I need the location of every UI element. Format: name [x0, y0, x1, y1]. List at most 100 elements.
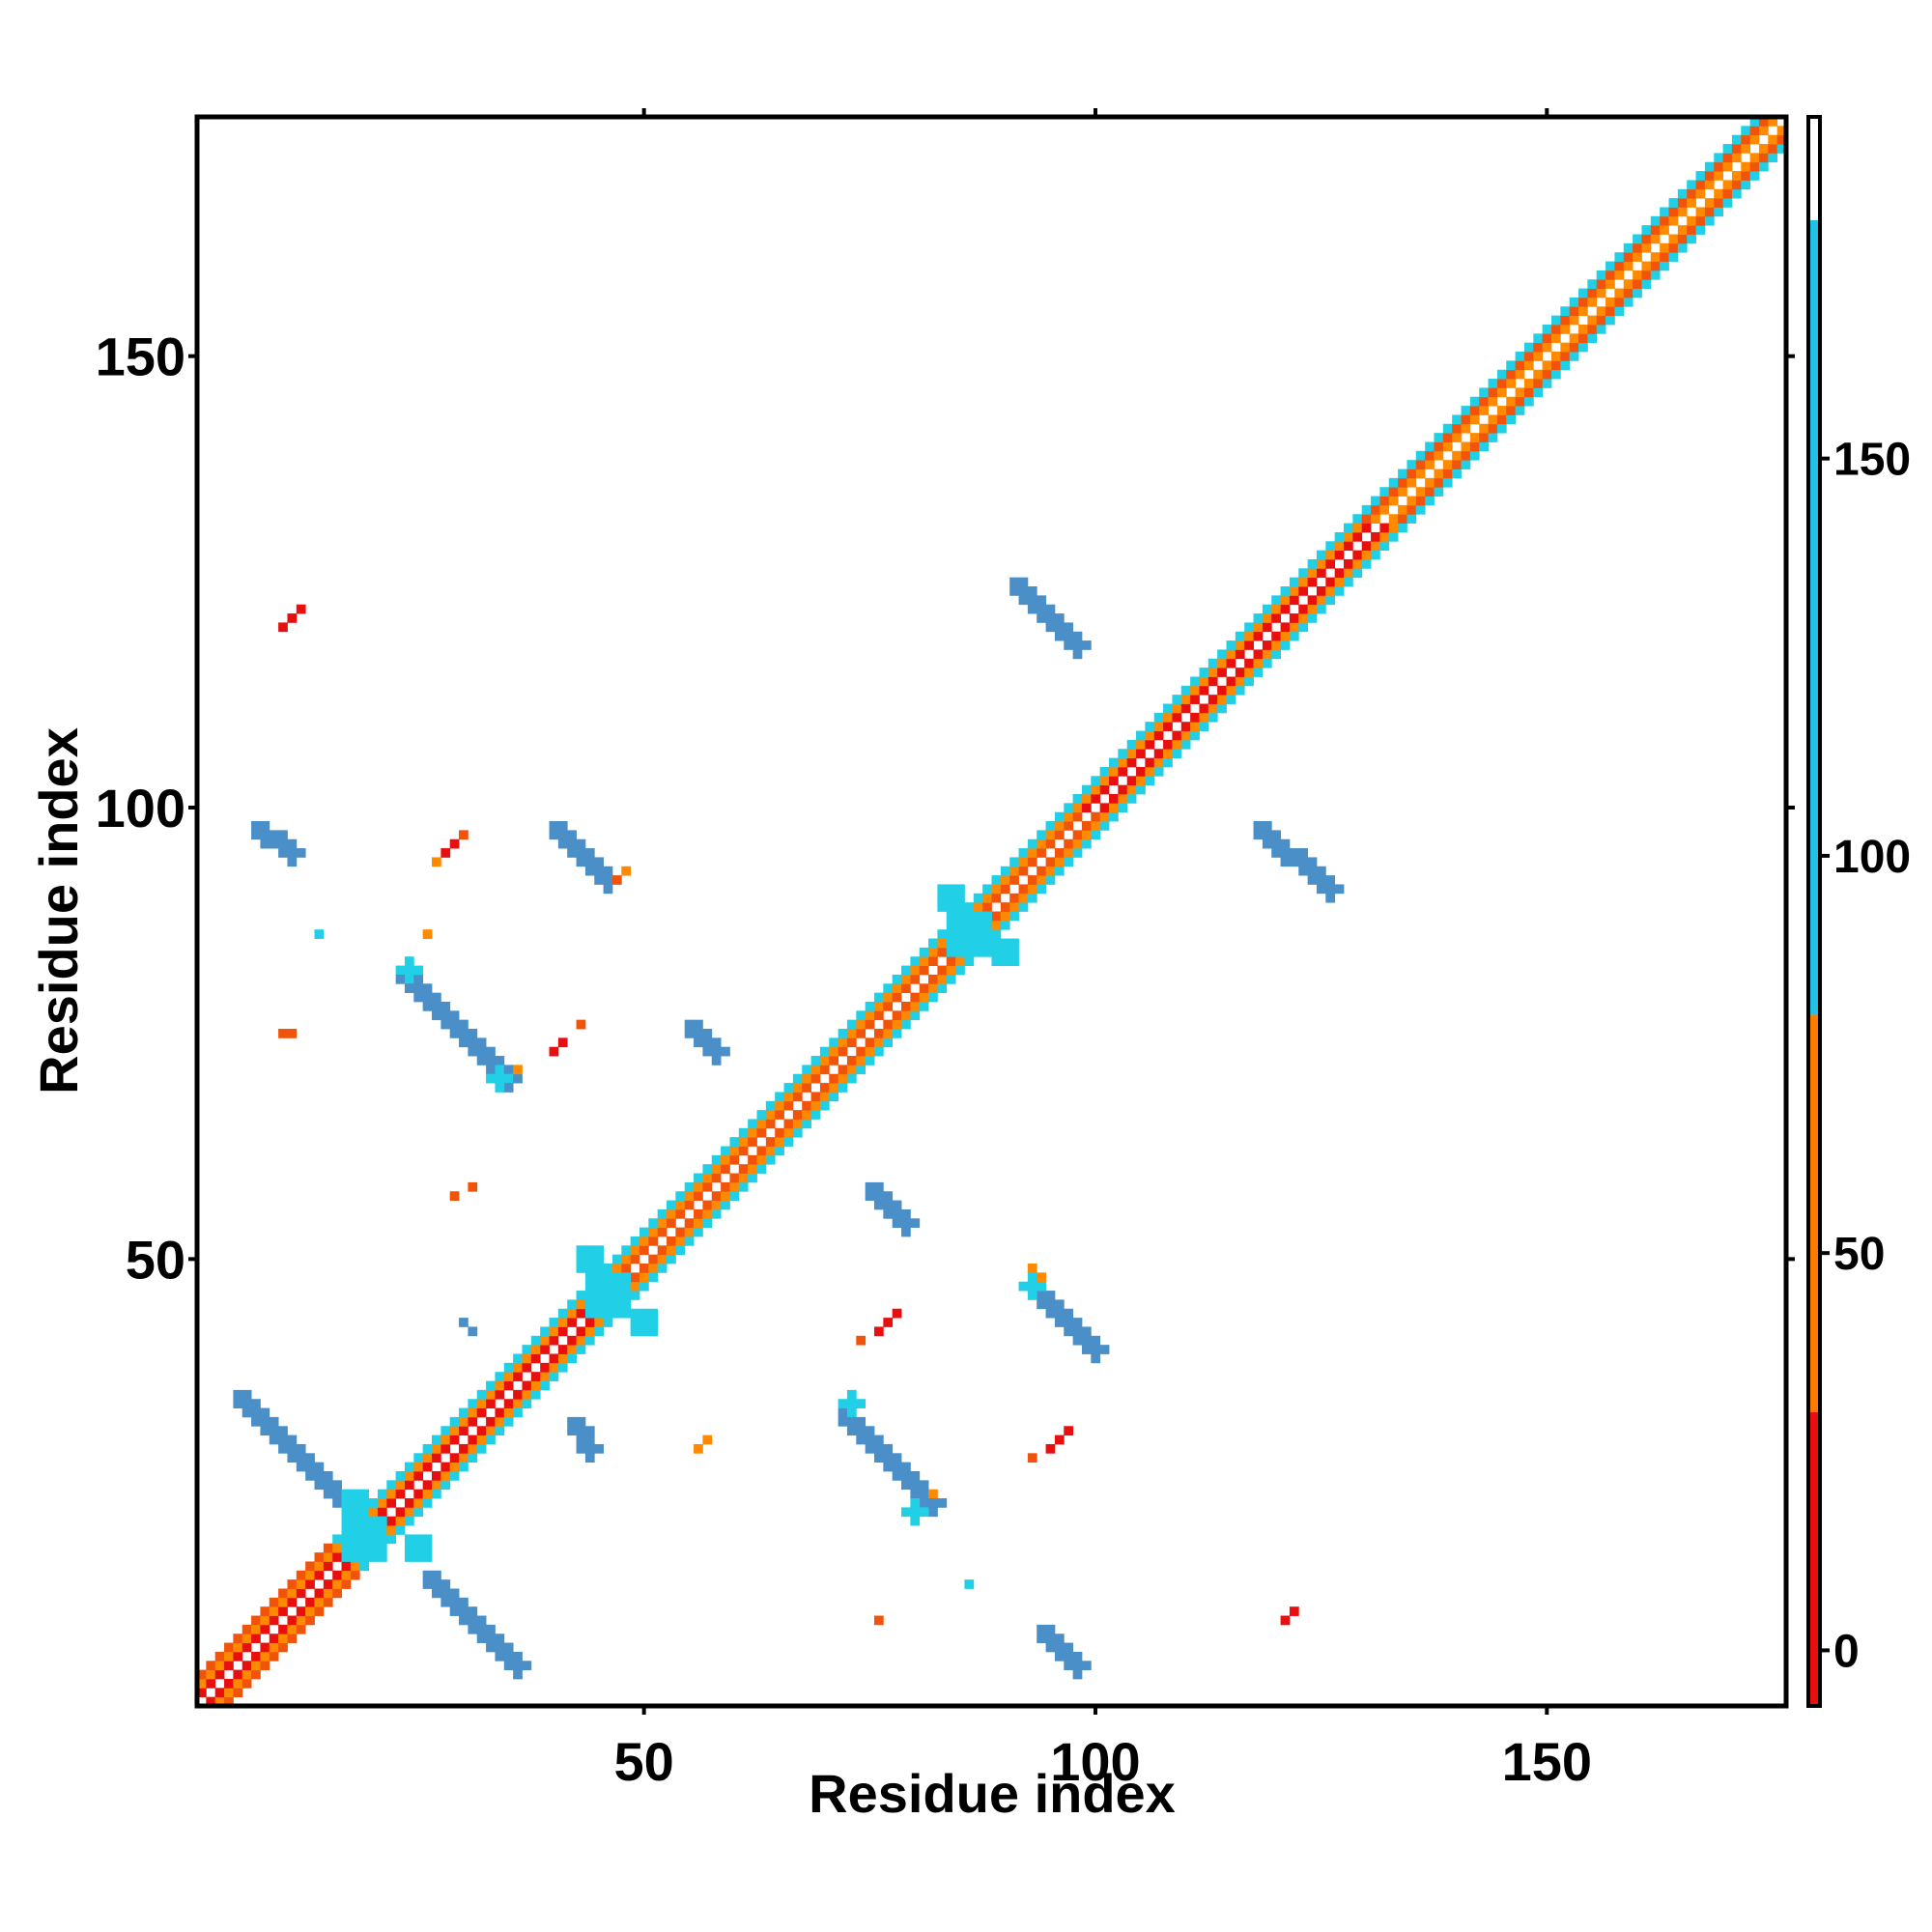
heatmap-cell: [486, 1642, 496, 1653]
heatmap-cell: [1009, 586, 1019, 596]
heatmap-cell: [486, 1056, 496, 1065]
heatmap-cell: [341, 1507, 352, 1518]
heatmap-cell: [1208, 703, 1218, 714]
heatmap-cell: [459, 830, 469, 840]
heatmap-cell: [468, 1037, 478, 1048]
heatmap-cell: [630, 1326, 640, 1337]
heatmap-cell: [756, 1164, 767, 1174]
heatmap-cell: [873, 1037, 884, 1048]
heatmap-cell: [513, 1372, 523, 1381]
heatmap-cell: [639, 1272, 649, 1283]
heatmap-cell: [1289, 613, 1299, 623]
heatmap-cell: [1199, 668, 1209, 677]
heatmap-cell: [1180, 685, 1191, 696]
colorbar-tick-label: 150: [1833, 435, 1911, 486]
heatmap-cell: [1650, 215, 1661, 226]
heatmap-cell: [1650, 234, 1661, 244]
heatmap-cell: [1099, 784, 1110, 795]
heatmap-cell: [702, 1164, 713, 1174]
heatmap-cell: [721, 1154, 730, 1165]
heatmap-cell: [901, 1001, 911, 1011]
heatmap-cell: [1488, 396, 1498, 407]
heatmap-cell: [621, 1264, 632, 1273]
heatmap-cell: [955, 965, 965, 976]
heatmap-cell: [269, 1615, 279, 1626]
heatmap-cell: [1479, 433, 1489, 442]
heatmap-cell: [549, 1318, 559, 1327]
heatmap-cell: [1731, 134, 1742, 145]
heatmap-cell: [937, 947, 948, 957]
heatmap-cell: [711, 1154, 722, 1165]
heatmap-cell: [1461, 414, 1471, 425]
heatmap-cell: [422, 1489, 433, 1499]
heatmap-cell: [1253, 631, 1264, 641]
heatmap-cell: [892, 983, 902, 994]
heatmap-cell: [1398, 487, 1407, 497]
heatmap-cell: [1569, 306, 1579, 317]
heatmap-cell: [1244, 668, 1254, 677]
heatmap-cell: [630, 1245, 640, 1256]
heatmap-cell: [1542, 369, 1552, 380]
heatmap-cell: [468, 1181, 478, 1192]
heatmap-cell: [982, 929, 992, 939]
heatmap-cell: [792, 1110, 803, 1120]
heatmap-cell: [260, 838, 270, 849]
heatmap-cell: [1515, 352, 1525, 361]
heatmap-cell: [486, 1426, 496, 1436]
heatmap-cell: [449, 1010, 460, 1021]
heatmap-cell: [964, 920, 975, 930]
heatmap-cell: [404, 1534, 414, 1545]
heatmap-cell: [648, 1227, 659, 1237]
heatmap-cell: [1172, 730, 1182, 741]
heatmap-cell: [1334, 531, 1345, 542]
heatmap-cell: [1614, 270, 1625, 280]
heatmap-cell: [576, 1291, 586, 1300]
heatmap-cell: [829, 1083, 839, 1093]
heatmap-cell: [603, 1291, 613, 1300]
heatmap-cell: [630, 1272, 640, 1283]
heatmap-cell: [810, 1092, 821, 1102]
heatmap-cell: [224, 1642, 234, 1653]
heatmap-cell: [1741, 180, 1751, 190]
heatmap-cell: [1515, 406, 1525, 415]
heatmap-cell: [422, 1498, 433, 1508]
heatmap-cell: [810, 1100, 821, 1111]
axis-ticks: 50 100 150 50 100 150: [96, 108, 1795, 1792]
heatmap-cell: [1533, 379, 1544, 388]
heatmap-cell: [711, 1200, 722, 1210]
heatmap-cell: [1027, 1272, 1037, 1283]
heatmap-cell: [242, 1407, 252, 1418]
colorbar-tick-label: 50: [1833, 1229, 1885, 1280]
heatmap-cell: [1109, 793, 1119, 804]
heatmap-cell: [946, 929, 956, 939]
heatmap-cell: [1325, 577, 1336, 587]
heatmap-cell: [955, 902, 965, 912]
heatmap-cell: [1361, 523, 1372, 533]
heatmap-cell: [819, 1056, 830, 1065]
heatmap-cell: [973, 911, 983, 922]
heatmap-cell: [1388, 523, 1399, 533]
heatmap-cell: [846, 1407, 857, 1418]
heatmap-cell: [1064, 1661, 1074, 1671]
heatmap-cell: [919, 947, 929, 957]
heatmap-cell: [224, 1688, 234, 1698]
heatmap-cell: [468, 1399, 478, 1408]
heatmap-cell: [1072, 1661, 1083, 1671]
heatmap-cell: [802, 1100, 811, 1111]
heatmap-cell: [1072, 640, 1083, 650]
heatmap-cell: [846, 1416, 857, 1427]
heatmap-cell: [873, 1326, 884, 1337]
heatmap-cell: [278, 1606, 288, 1616]
colorbar-frame: [1806, 115, 1822, 1708]
heatmap-cell: [1037, 595, 1046, 606]
heatmap-cell: [1208, 668, 1218, 677]
heatmap-cell: [1452, 450, 1462, 461]
heatmap-cell: [503, 1362, 514, 1373]
heatmap-cell: [1605, 315, 1615, 326]
heatmap-cell: [341, 1516, 352, 1526]
colorbar-band: [1808, 1014, 1820, 1412]
heatmap-cell: [287, 857, 298, 867]
heatmap-cell: [982, 911, 992, 922]
heatmap-cell: [1325, 884, 1336, 895]
heatmap-cell: [1091, 776, 1101, 786]
